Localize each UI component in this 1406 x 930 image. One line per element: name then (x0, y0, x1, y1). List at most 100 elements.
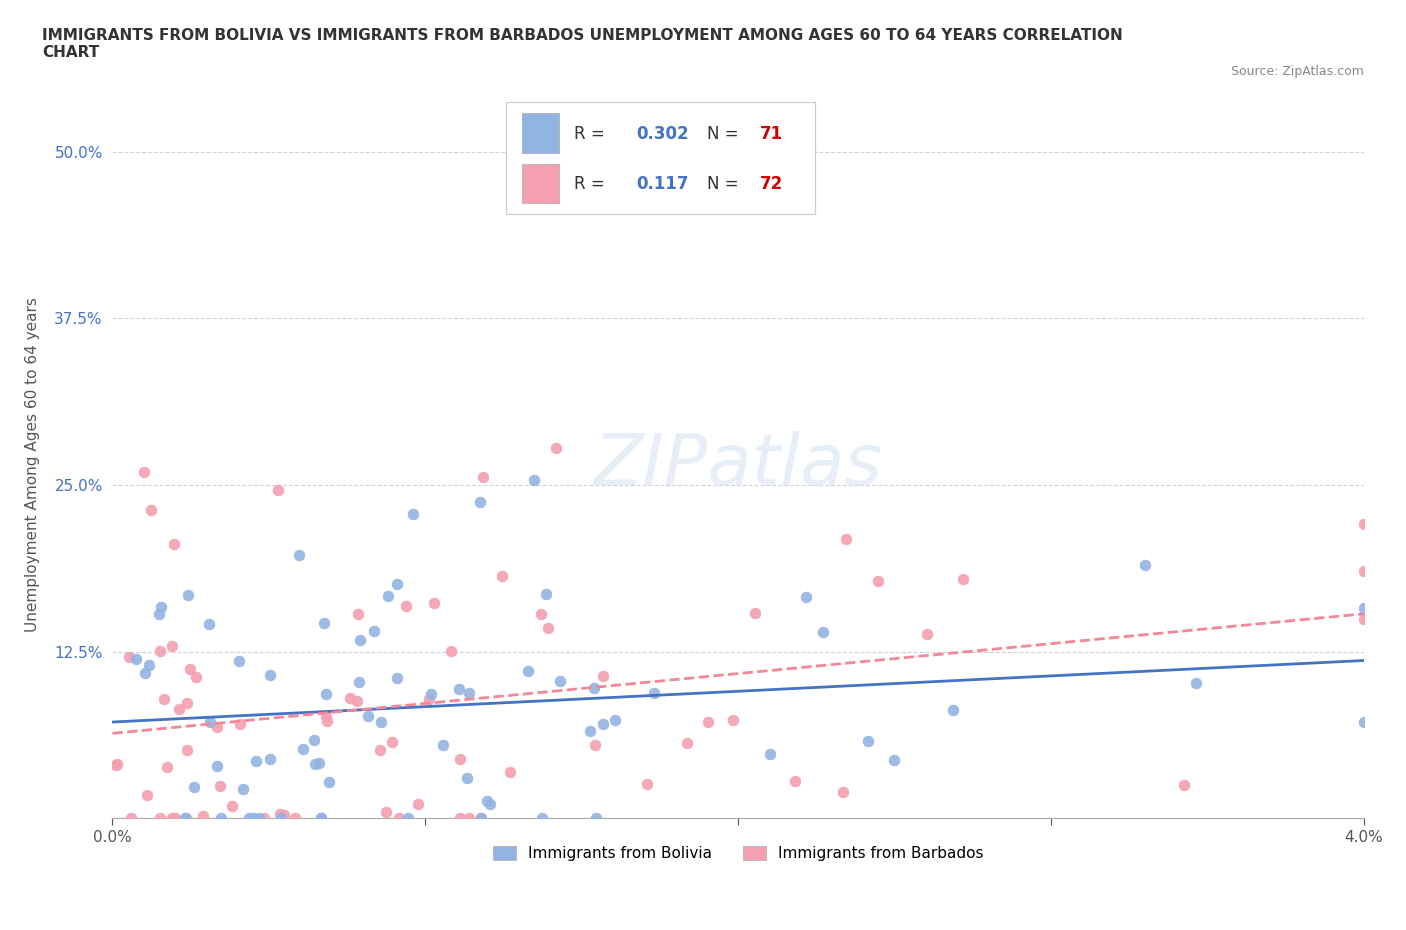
Point (198, 714, 221, 729)
Point (208, 778, 231, 793)
Point (309, 811, 332, 826)
Point (292, 741, 315, 756)
Text: R =: R = (574, 125, 610, 142)
Point (104, 757, 127, 772)
Text: 0.302: 0.302 (636, 125, 689, 142)
Point (636, 777, 658, 791)
Point (284, 811, 307, 826)
Point (229, 717, 252, 732)
Point (315, 687, 337, 702)
Point (316, 713, 339, 728)
Point (1133, 558, 1156, 573)
Point (349, 632, 371, 647)
Point (221, 799, 243, 814)
Point (449, 811, 471, 826)
Point (118, 649, 141, 664)
Point (209, 811, 232, 826)
Point (238, 811, 260, 826)
Point (148, 606, 170, 621)
Point (312, 616, 335, 631)
Point (135, 788, 157, 803)
Point (288, 547, 311, 562)
Point (423, 596, 446, 611)
Point (794, 590, 817, 604)
Text: IMMIGRANTS FROM BOLIVIA VS IMMIGRANTS FROM BARBADOS UNEMPLOYMENT AMONG AGES 60 T: IMMIGRANTS FROM BOLIVIA VS IMMIGRANTS FR… (42, 28, 1123, 60)
Point (139, 502, 162, 517)
Point (831, 785, 853, 800)
Point (273, 807, 295, 822)
Point (179, 661, 201, 676)
Point (866, 573, 889, 588)
Point (516, 664, 538, 679)
Point (377, 588, 399, 603)
Point (259, 752, 281, 767)
Point (1353, 600, 1375, 615)
Point (592, 669, 614, 684)
Text: N =: N = (707, 175, 744, 193)
Point (643, 685, 665, 700)
Point (1353, 714, 1375, 729)
Text: R =: R = (574, 175, 616, 193)
Point (308, 756, 330, 771)
Point (697, 714, 720, 729)
Point (456, 771, 478, 786)
Point (785, 773, 807, 788)
Point (138, 658, 160, 672)
Point (458, 811, 481, 826)
Point (207, 758, 229, 773)
Point (479, 797, 502, 812)
Point (942, 702, 965, 717)
Text: Source: ZipAtlas.com: Source: ZipAtlas.com (1230, 65, 1364, 78)
Text: ZIPatlas: ZIPatlas (593, 431, 883, 499)
Point (370, 714, 392, 729)
Point (523, 472, 546, 487)
Point (346, 694, 368, 709)
Point (585, 811, 607, 826)
Point (1353, 564, 1375, 578)
Point (149, 644, 172, 658)
Point (357, 709, 380, 724)
Point (471, 470, 494, 485)
Point (676, 736, 699, 751)
Point (259, 668, 281, 683)
Point (315, 709, 337, 724)
Point (420, 686, 443, 701)
Point (457, 685, 479, 700)
Point (440, 644, 463, 659)
Point (381, 735, 404, 750)
Point (149, 811, 172, 826)
Point (253, 811, 276, 826)
Point (418, 692, 440, 707)
Point (544, 440, 567, 455)
Point (162, 537, 184, 551)
Point (266, 483, 288, 498)
Point (388, 811, 411, 826)
Point (537, 620, 560, 635)
Point (270, 811, 292, 826)
Point (758, 747, 780, 762)
Point (304, 757, 326, 772)
Point (530, 606, 553, 621)
Point (534, 587, 557, 602)
Point (499, 764, 522, 779)
Point (183, 779, 205, 794)
Point (232, 781, 254, 796)
Point (1353, 611, 1375, 626)
Point (176, 742, 198, 757)
Y-axis label: Unemployment Among Ages 60 to 64 years: Unemployment Among Ages 60 to 64 years (25, 298, 41, 632)
Text: 72: 72 (759, 175, 783, 193)
Point (368, 743, 391, 758)
Point (530, 811, 553, 826)
Point (169, 701, 191, 716)
FancyBboxPatch shape (522, 113, 558, 153)
Point (387, 577, 409, 591)
Point (228, 654, 250, 669)
Point (153, 692, 176, 707)
Point (242, 811, 264, 826)
Point (198, 617, 221, 631)
Point (605, 712, 627, 727)
Point (491, 568, 513, 583)
Point (124, 652, 146, 667)
Point (302, 733, 325, 748)
Point (470, 811, 492, 826)
